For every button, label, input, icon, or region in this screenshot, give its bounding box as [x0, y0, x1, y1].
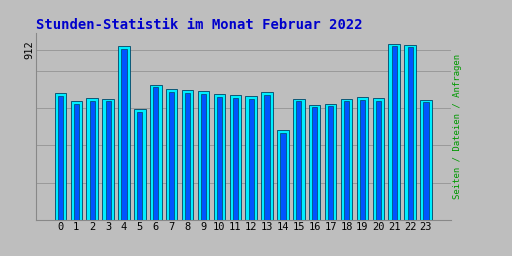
- Bar: [376, 101, 381, 220]
- Bar: [404, 45, 416, 220]
- Bar: [341, 99, 352, 220]
- Bar: [137, 112, 142, 220]
- Y-axis label: Seiten / Dateien / Anfragen: Seiten / Dateien / Anfragen: [453, 54, 462, 199]
- Bar: [245, 96, 257, 220]
- Bar: [214, 94, 225, 220]
- Bar: [392, 46, 397, 220]
- Bar: [261, 92, 273, 220]
- Bar: [423, 102, 429, 220]
- Bar: [105, 101, 111, 220]
- Bar: [265, 95, 270, 220]
- Bar: [296, 101, 302, 220]
- Bar: [182, 90, 194, 220]
- Bar: [277, 131, 289, 220]
- Bar: [58, 96, 63, 220]
- Bar: [328, 106, 333, 220]
- Bar: [134, 109, 145, 220]
- Bar: [150, 85, 161, 220]
- Bar: [201, 94, 206, 220]
- Bar: [357, 97, 368, 220]
- Bar: [71, 101, 82, 220]
- Bar: [102, 99, 114, 220]
- Bar: [408, 47, 413, 220]
- Bar: [389, 44, 400, 220]
- Bar: [232, 98, 238, 220]
- Bar: [74, 104, 79, 220]
- Bar: [185, 93, 190, 220]
- Bar: [118, 46, 130, 220]
- Bar: [166, 89, 177, 220]
- Bar: [55, 93, 66, 220]
- Bar: [169, 92, 174, 220]
- Bar: [90, 101, 95, 220]
- Bar: [281, 133, 286, 220]
- Bar: [309, 105, 321, 220]
- Text: Stunden-Statistik im Monat Februar 2022: Stunden-Statistik im Monat Februar 2022: [36, 18, 362, 32]
- Bar: [198, 91, 209, 220]
- Bar: [373, 98, 384, 220]
- Bar: [229, 95, 241, 220]
- Bar: [248, 99, 254, 220]
- Bar: [293, 99, 305, 220]
- Bar: [87, 98, 98, 220]
- Bar: [121, 49, 126, 220]
- Bar: [153, 88, 158, 220]
- Bar: [344, 101, 349, 220]
- Bar: [217, 97, 222, 220]
- Bar: [325, 104, 336, 220]
- Bar: [312, 107, 317, 220]
- Bar: [420, 100, 432, 220]
- Bar: [360, 100, 365, 220]
